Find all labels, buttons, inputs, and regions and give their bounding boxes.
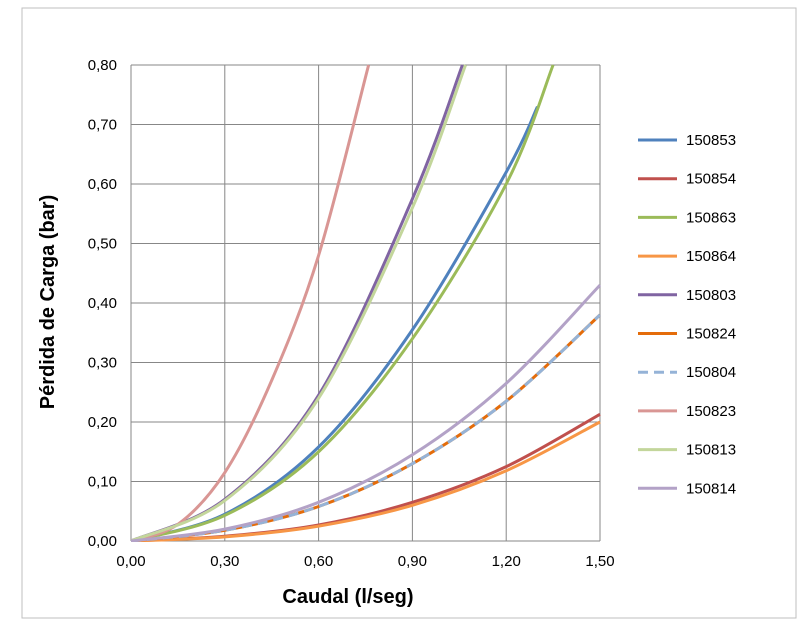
y-tick-label: 0,30	[88, 355, 117, 372]
x-axis-title: Caudal (l/seg)	[282, 586, 413, 608]
y-tick-label: 0,10	[88, 474, 117, 491]
legend-label-150823: 150823	[686, 403, 736, 420]
legend-label-150804: 150804	[686, 364, 736, 381]
series-line-150864	[131, 420, 601, 542]
grid-lines	[130, 64, 601, 542]
legend-label-150803: 150803	[686, 287, 736, 304]
legend-label-150853: 150853	[686, 132, 736, 149]
legend-label-150864: 150864	[686, 248, 736, 265]
legend-label-150854: 150854	[686, 171, 736, 188]
series-layer	[131, 64, 602, 542]
legend-label-150863: 150863	[686, 209, 736, 226]
x-tick-labels: 0,00 0,30 0,60 0,90 1,20 1,50	[116, 553, 614, 570]
x-tick-label: 0,30	[210, 553, 239, 570]
legend-label-150814: 150814	[686, 480, 736, 497]
y-tick-label: 0,40	[88, 295, 117, 312]
y-tick-label: 0,20	[88, 414, 117, 431]
y-axis-title: Pérdida de Carga (bar)	[37, 195, 59, 410]
x-tick-label: 1,20	[492, 553, 521, 570]
y-tick-labels: 0,00 0,10 0,20 0,30 0,40 0,50 0,60 0,70 0,80	[88, 57, 117, 550]
series-line-150863	[131, 64, 555, 542]
y-tick-label: 0,60	[88, 176, 117, 193]
legend: 150853 150854 150863 150864 150803 150824 1508…	[638, 132, 736, 497]
x-tick-label: 0,60	[304, 553, 333, 570]
x-tick-label: 0,00	[116, 553, 145, 570]
y-tick-label: 0,70	[88, 117, 117, 134]
series-line-150813	[131, 64, 467, 542]
chart-border	[21, 7, 797, 619]
series-line-150804	[131, 313, 602, 542]
legend-label-150813: 150813	[686, 442, 736, 459]
legend-label-150824: 150824	[686, 326, 736, 343]
y-tick-label: 0,80	[88, 57, 117, 74]
y-tick-label: 0,00	[88, 533, 117, 550]
x-tick-label: 0,90	[398, 553, 427, 570]
y-tick-label: 0,50	[88, 236, 117, 253]
series-line-150814	[131, 284, 602, 542]
x-tick-label: 1,50	[585, 553, 614, 570]
